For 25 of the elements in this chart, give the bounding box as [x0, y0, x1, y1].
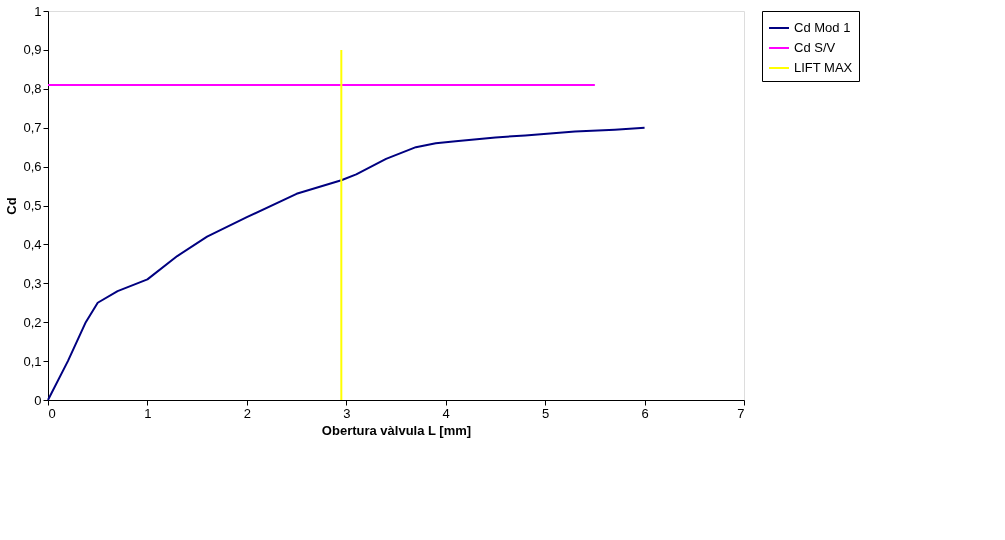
x-tick-label: 5 — [542, 405, 550, 421]
x-tick-label: 1 — [144, 405, 152, 421]
y-tick-label: 0 — [34, 392, 42, 408]
y-tick-label: 0,6 — [23, 159, 42, 175]
x-tick-label: 2 — [243, 405, 251, 421]
y-tick-label: 0,1 — [23, 353, 42, 369]
y-tick-label: 0,3 — [23, 275, 42, 291]
y-tick-label: 0,5 — [23, 198, 42, 213]
y-tick-label: 0,9 — [23, 42, 42, 58]
y-tick-label: 0,4 — [23, 236, 42, 252]
y-tick-label: 1 — [34, 3, 42, 19]
y-axis-title: Cd — [4, 197, 20, 215]
y-tick-label: 0,8 — [23, 81, 42, 97]
x-tick-label: 7 — [737, 405, 745, 421]
y-tick-label: 0,7 — [23, 120, 42, 136]
legend-label: Cd Mod 1 — [794, 20, 851, 35]
x-axis-title: Obertura vàlvula L [mm] — [321, 422, 472, 438]
legend-label: LIFT MAX — [794, 60, 853, 75]
y-tick-label: 0,2 — [23, 314, 42, 330]
legend-label: Cd S/V — [794, 40, 836, 55]
x-tick-label: 4 — [442, 405, 450, 421]
x-tick-label: 6 — [641, 405, 649, 421]
x-tick-label: 0 — [48, 405, 56, 421]
line-series — [47, 126, 646, 401]
x-tick-label: 3 — [343, 405, 351, 421]
